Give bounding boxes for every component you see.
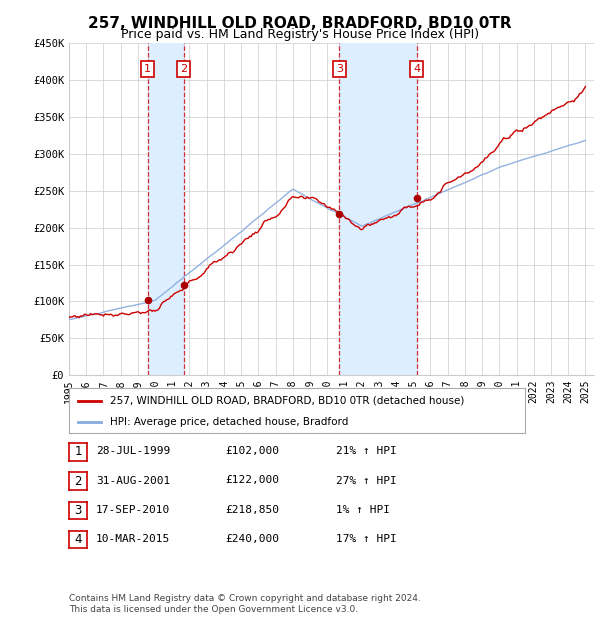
Text: £240,000: £240,000 (225, 534, 279, 544)
Text: 17% ↑ HPI: 17% ↑ HPI (336, 534, 397, 544)
Text: HPI: Average price, detached house, Bradford: HPI: Average price, detached house, Brad… (110, 417, 349, 427)
Text: 3: 3 (74, 504, 82, 516)
Text: 2: 2 (180, 64, 187, 74)
Text: 3: 3 (336, 64, 343, 74)
Text: 4: 4 (74, 533, 82, 546)
Text: 2: 2 (74, 475, 82, 487)
Text: 1% ↑ HPI: 1% ↑ HPI (336, 505, 390, 515)
Text: Price paid vs. HM Land Registry's House Price Index (HPI): Price paid vs. HM Land Registry's House … (121, 28, 479, 41)
Text: 17-SEP-2010: 17-SEP-2010 (96, 505, 170, 515)
Text: 257, WINDHILL OLD ROAD, BRADFORD, BD10 0TR (detached house): 257, WINDHILL OLD ROAD, BRADFORD, BD10 0… (110, 396, 464, 405)
Text: 1: 1 (74, 446, 82, 458)
Text: £122,000: £122,000 (225, 476, 279, 485)
Text: 28-JUL-1999: 28-JUL-1999 (96, 446, 170, 456)
Text: 4: 4 (413, 64, 420, 74)
Text: £218,850: £218,850 (225, 505, 279, 515)
Text: £102,000: £102,000 (225, 446, 279, 456)
Text: 21% ↑ HPI: 21% ↑ HPI (336, 446, 397, 456)
Text: 31-AUG-2001: 31-AUG-2001 (96, 476, 170, 485)
Text: This data is licensed under the Open Government Licence v3.0.: This data is licensed under the Open Gov… (69, 604, 358, 614)
Text: Contains HM Land Registry data © Crown copyright and database right 2024.: Contains HM Land Registry data © Crown c… (69, 593, 421, 603)
Text: 257, WINDHILL OLD ROAD, BRADFORD, BD10 0TR: 257, WINDHILL OLD ROAD, BRADFORD, BD10 0… (88, 16, 512, 31)
Bar (340, 43, 416, 375)
Bar (148, 43, 184, 375)
Text: 27% ↑ HPI: 27% ↑ HPI (336, 476, 397, 485)
Text: 10-MAR-2015: 10-MAR-2015 (96, 534, 170, 544)
Text: 1: 1 (144, 64, 151, 74)
